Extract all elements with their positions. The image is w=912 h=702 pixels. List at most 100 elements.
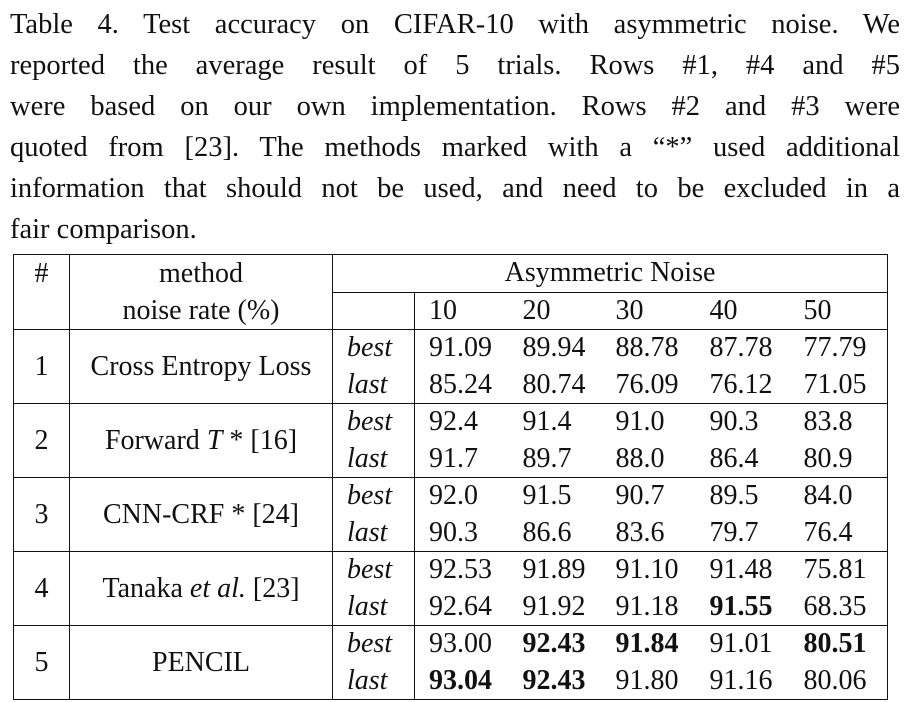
table-cell: 76.12	[695, 366, 790, 404]
header-row: # method Asymmetric Noise	[13, 254, 889, 292]
table-cell: 76.4	[789, 514, 889, 552]
table-row: 4 Tanaka et al. [23] best 92.53 91.89 91…	[13, 551, 889, 626]
header-method: method	[69, 254, 333, 292]
row-index: 3	[13, 477, 70, 552]
table-row: 1 Cross Entropy Loss best 91.09 89.94 88…	[13, 329, 889, 404]
table-cell: 88.78	[615, 332, 679, 364]
table-cell: 92.53	[429, 554, 492, 586]
row-index: 1	[13, 329, 70, 404]
caption-line: reported the average result of 5 trials.…	[10, 50, 900, 81]
row-index: 5	[13, 625, 70, 700]
table-cell: 83.8	[789, 403, 889, 441]
table-row: last 91.7 89.7 88.0 86.4 80.9	[14, 440, 889, 478]
table-cell: 91.5	[522, 480, 572, 512]
header-rate: 40	[695, 291, 790, 330]
row-best-label: best	[332, 625, 415, 663]
caption-line: Table 4. Test accuracy on CIFAR-10 with …	[10, 9, 900, 40]
header-tag-empty	[332, 291, 415, 330]
caption-line: information that should not be used, and…	[10, 173, 900, 204]
table-cell: 89.7	[508, 440, 602, 478]
table-cell: 91.92	[508, 588, 602, 626]
table-row: last 92.64 91.92 91.18 91.55 68.35	[14, 588, 889, 626]
method-text: * [16]	[222, 424, 298, 456]
row-method: CNN-CRF * [24]	[69, 477, 333, 552]
table-cell: 87.78	[709, 332, 773, 364]
table-cell: 80.06	[789, 662, 889, 700]
table-cell: 75.81	[789, 551, 889, 589]
table-cell: 92.4	[429, 406, 478, 438]
row-method: PENCIL	[69, 625, 333, 700]
table-cell: 91.18	[601, 588, 696, 626]
table-row: last 85.24 80.74 76.09 76.12 71.05	[14, 366, 889, 404]
table-cell: 84.0	[789, 477, 889, 515]
row-best-label: best	[332, 477, 415, 515]
header-group: Asymmetric Noise	[332, 254, 889, 292]
results-table: # method Asymmetric Noise noise rate (%)…	[13, 254, 889, 700]
table-caption: Table 4. Test accuracy on CIFAR-10 with …	[10, 4, 900, 250]
table-cell: 93.00	[429, 628, 492, 660]
table-row: 5 PENCIL best 93.00 92.43 91.84 91.01 80…	[13, 625, 889, 700]
header-index-empty	[13, 292, 70, 330]
table-cell-bold: 91.84	[615, 628, 679, 660]
table-cell: 91.80	[601, 662, 696, 700]
row-index: 4	[13, 551, 70, 626]
table-cell: 77.79	[789, 329, 889, 367]
table-cell: 90.7	[615, 480, 665, 512]
row-method: Cross Entropy Loss	[69, 329, 333, 404]
table-cell: 80.74	[508, 366, 602, 404]
table-cell-bold: 91.55	[695, 588, 790, 626]
row-last-label: last	[332, 514, 415, 552]
table-cell: 85.24	[414, 366, 509, 404]
table-row: last 90.3 86.6 83.6 79.7 76.4	[14, 514, 889, 552]
row-last-label: last	[332, 440, 415, 478]
header-rate: 10	[414, 291, 509, 330]
table-cell: 90.3	[709, 406, 759, 438]
table-cell: 91.0	[615, 406, 665, 438]
table-cell: 89.5	[709, 480, 759, 512]
method-text-italic: et al.	[189, 572, 246, 604]
row-index: 2	[13, 403, 70, 478]
table-cell: 68.35	[789, 588, 889, 626]
table-cell: 76.09	[601, 366, 696, 404]
table-cell: 91.09	[429, 332, 492, 364]
row-method: Tanaka et al. [23]	[69, 551, 333, 626]
table-cell: 71.05	[789, 366, 889, 404]
row-best-label: best	[332, 403, 415, 441]
table-cell: 91.7	[414, 440, 509, 478]
caption-line: fair comparison.	[10, 214, 197, 245]
method-text: [23]	[245, 572, 300, 604]
row-last-label: last	[332, 662, 415, 700]
row-last-label: last	[332, 366, 415, 404]
method-text: Tanaka	[102, 572, 190, 604]
subheader-row: noise rate (%) 10 20 30 40 50	[13, 291, 889, 330]
table-cell: 79.7	[695, 514, 790, 552]
table-cell: 91.01	[709, 628, 773, 660]
table-row: last 93.04 92.43 91.80 91.16 80.06	[14, 662, 889, 700]
table-cell: 91.4	[522, 406, 572, 438]
table-cell: 88.0	[601, 440, 696, 478]
table-cell: 91.16	[695, 662, 790, 700]
table-cell: 86.4	[695, 440, 790, 478]
header-rate: 20	[508, 291, 602, 330]
table-cell: 91.10	[615, 554, 679, 586]
row-last-label: last	[332, 588, 415, 626]
table-row: 2 Forward T * [16] best 92.4 91.4 91.0 9…	[13, 403, 889, 478]
table-row: 3 CNN-CRF * [24] best 92.0 91.5 90.7 89.…	[13, 477, 889, 552]
table-cell-bold: 92.43	[522, 628, 586, 660]
header-index: #	[13, 254, 70, 292]
table-cell: 83.6	[601, 514, 696, 552]
header-rate: 30	[601, 291, 696, 330]
table-cell: 80.9	[789, 440, 889, 478]
table-cell: 90.3	[414, 514, 509, 552]
table-cell: 91.48	[709, 554, 773, 586]
method-text-italic: T	[206, 424, 223, 456]
table-cell: 92.0	[429, 480, 478, 512]
table-cell: 86.6	[508, 514, 602, 552]
row-best-label: best	[332, 551, 415, 589]
table-cell: 92.64	[414, 588, 509, 626]
row-best-label: best	[332, 329, 415, 367]
header-rate: 50	[789, 291, 889, 330]
table-cell-bold: 80.51	[789, 625, 889, 663]
caption-line: quoted from [23]. The methods marked wit…	[10, 132, 900, 163]
table-cell-bold: 93.04	[414, 662, 509, 700]
